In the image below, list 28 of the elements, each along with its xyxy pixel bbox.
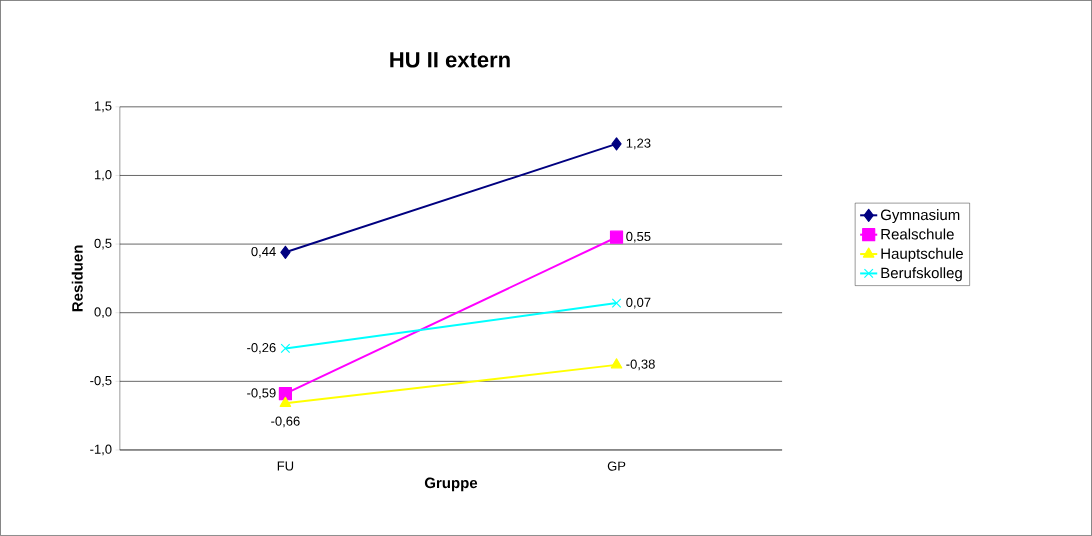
data-label: -0,38	[626, 359, 655, 371]
data-label: 0,55	[626, 231, 651, 243]
data-label: 0,44	[251, 247, 276, 258]
legend-label: Realschule	[881, 228, 954, 240]
point	[280, 245, 291, 260]
data-label: -0,59	[247, 388, 276, 400]
point	[611, 298, 622, 309]
legend-label: Berufskolleg	[881, 267, 962, 282]
x-axis-title: Gruppe	[424, 477, 478, 492]
x-tick-label: FU	[277, 461, 294, 471]
y-tick-label: 1,5	[94, 101, 112, 113]
y-tick-label: -1,0	[90, 444, 112, 456]
data-label: -0,26	[247, 343, 276, 354]
y-tick-label: -0,5	[90, 376, 112, 387]
legend-label: Gymnasium	[880, 209, 960, 224]
data-label: -0,66	[271, 416, 300, 428]
y-axis-title: Residuen	[71, 245, 83, 312]
data-label: 0,07	[626, 297, 651, 309]
data-label: 1,23	[626, 138, 651, 150]
point	[611, 137, 622, 151]
point	[609, 230, 624, 244]
y-tick-label: 1,0	[94, 170, 112, 181]
point	[280, 343, 291, 354]
legend-label: Hauptschule	[881, 247, 963, 262]
chart-title: HU II extern	[390, 52, 510, 68]
y-tick-label: 0,5	[94, 238, 112, 250]
y-tick-label: 0,0	[94, 307, 112, 319]
x-tick-label: GP	[607, 461, 626, 471]
